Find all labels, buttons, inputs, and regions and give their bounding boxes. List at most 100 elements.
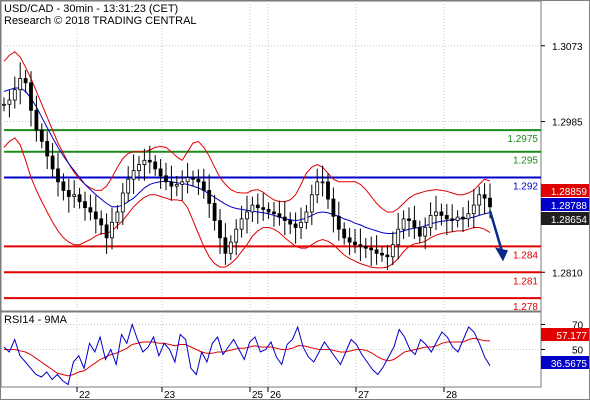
candle-body xyxy=(255,204,260,209)
price-flag xyxy=(541,184,589,197)
candle-body xyxy=(320,181,325,184)
candle-body xyxy=(234,228,239,243)
candle-body xyxy=(174,184,179,187)
candle-body xyxy=(407,218,411,221)
candle-body xyxy=(488,197,492,208)
forecast-arrow xyxy=(488,210,508,262)
candle-body xyxy=(196,178,201,183)
candle-body xyxy=(72,194,77,197)
candle-body xyxy=(29,82,33,111)
level-label: 1.281 xyxy=(513,276,538,287)
rsi-tick-label: 70 xyxy=(572,321,584,332)
candle-body xyxy=(423,227,428,237)
candle-body xyxy=(191,177,195,180)
date-tick-label: 28 xyxy=(446,390,458,400)
candle-body xyxy=(347,237,352,243)
candle-body xyxy=(417,227,422,237)
rsi-ma-line xyxy=(4,337,490,377)
y-tick-label: 1.2985 xyxy=(552,118,583,129)
price-flag xyxy=(541,212,589,225)
date-tick-label: 25 xyxy=(252,390,264,400)
candle-body xyxy=(104,224,109,239)
candle-body xyxy=(466,213,471,220)
date-tick-label: 27 xyxy=(358,390,370,400)
rsi-flag-label: 57.177 xyxy=(556,331,587,342)
candle-body xyxy=(293,223,298,228)
candle-body xyxy=(137,164,141,172)
price-flags: 1.28859 1.28788 1.28654 xyxy=(541,184,589,226)
candle-body xyxy=(142,159,147,166)
candle-body xyxy=(239,218,244,230)
y-tick-label: 1.3073 xyxy=(552,42,583,53)
price-flag xyxy=(541,198,589,211)
y-tick-label: 1.2810 xyxy=(552,268,583,279)
candle-body xyxy=(12,89,17,101)
candle-body xyxy=(228,241,233,254)
candle-body xyxy=(450,218,455,221)
candle-body xyxy=(61,181,66,191)
candle-body xyxy=(282,216,287,221)
chart-credit: Research © 2018 TRADING CENTRAL xyxy=(4,15,197,27)
candle-body xyxy=(304,211,309,223)
rsi-flags: 57.177 36.5675 xyxy=(541,328,589,370)
candle-body xyxy=(201,181,206,191)
candle-body xyxy=(369,247,374,251)
candle-body xyxy=(83,201,87,209)
price-flag-label: 1.28654 xyxy=(551,215,588,226)
candle-body xyxy=(110,221,114,239)
price-plot-area xyxy=(0,0,542,312)
candle-body xyxy=(223,237,228,254)
candle-body xyxy=(309,194,314,213)
rsi-flag xyxy=(541,328,589,341)
candle-body xyxy=(158,168,163,177)
candle-body xyxy=(299,221,303,228)
candle-body xyxy=(131,170,136,180)
candle-body xyxy=(315,181,320,196)
candle-body xyxy=(288,220,293,225)
candle-body xyxy=(99,218,104,226)
rsi-flag-label: 36.5675 xyxy=(551,359,588,370)
bollinger-lower-line xyxy=(3,137,491,269)
rsi-axis-ticks: 70 50 xyxy=(541,321,584,357)
candle-body xyxy=(444,215,449,220)
candle-body xyxy=(218,220,222,239)
level-label: 1.284 xyxy=(513,250,538,261)
candle-body xyxy=(245,211,249,220)
date-tick-label: 23 xyxy=(164,390,176,400)
candles xyxy=(2,62,492,270)
candle-body xyxy=(374,249,379,254)
candle-body xyxy=(471,204,476,215)
level-lines xyxy=(4,129,541,300)
candle-body xyxy=(266,208,271,213)
rsi-lines xyxy=(3,322,491,386)
forecast-arrow-head xyxy=(495,247,508,262)
candle-body xyxy=(250,204,255,213)
candle-body xyxy=(88,207,93,213)
candle-body xyxy=(455,216,460,221)
rsi-panel: 70 50 57.177 36.5675 RSI14 - 9MA xyxy=(0,311,589,388)
candle-body xyxy=(45,140,50,157)
candle-body xyxy=(39,129,44,142)
level-labels: 1.2975 1.295 1.292 1.284 1.281 1.278 xyxy=(507,134,538,313)
candle-body xyxy=(212,202,217,221)
candle-body xyxy=(461,216,465,220)
level-label: 1.292 xyxy=(513,182,538,193)
candle-body xyxy=(207,190,212,204)
rsi-flag xyxy=(541,356,589,369)
level-label: 1.295 xyxy=(513,156,538,167)
candle-body xyxy=(331,198,336,217)
candle-body xyxy=(261,207,266,210)
candle-body xyxy=(120,192,125,213)
candle-body xyxy=(169,181,174,187)
rsi-line xyxy=(3,322,491,386)
candle-body xyxy=(434,211,438,216)
chart-title: USD/CAD - 30min - 13:31:23 (CET) xyxy=(4,3,178,15)
candle-body xyxy=(390,244,395,258)
candle-body xyxy=(66,190,71,197)
level-label: 1.278 xyxy=(513,302,538,313)
candle-body xyxy=(77,194,82,203)
candle-body xyxy=(326,181,330,200)
candle-body xyxy=(412,220,417,228)
